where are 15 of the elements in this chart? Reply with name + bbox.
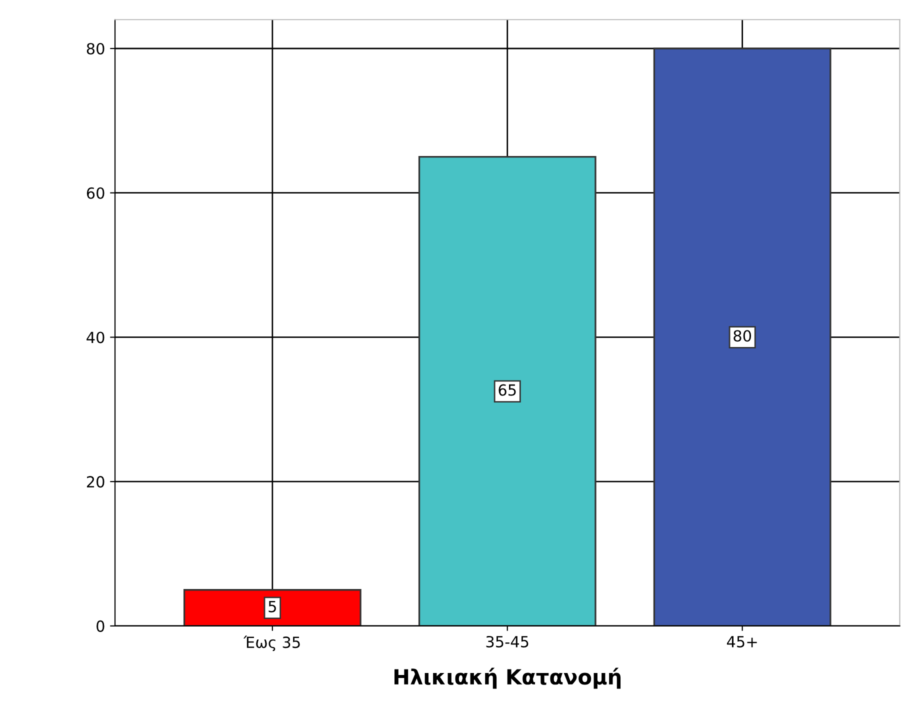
x-tick-label: Έως 35 [244, 636, 300, 652]
x-axis-title: Ηλικιακή Κατανομή [394, 668, 621, 689]
x-tick-label: 45+ [726, 636, 757, 648]
data-label: 5 [268, 600, 276, 612]
bar [418, 156, 596, 626]
bar [653, 48, 832, 626]
bar [183, 589, 362, 626]
data-label: 80 [734, 330, 752, 342]
data-label: 65 [498, 384, 516, 396]
y-tick-label: 80 [86, 42, 104, 55]
y-tick-label: 40 [86, 332, 104, 344]
x-tick-label: 35-45 [486, 636, 528, 648]
y-tick-label: 60 [86, 187, 104, 199]
y-tick-label: 0 [96, 620, 104, 632]
y-tick-label: 20 [86, 476, 104, 488]
